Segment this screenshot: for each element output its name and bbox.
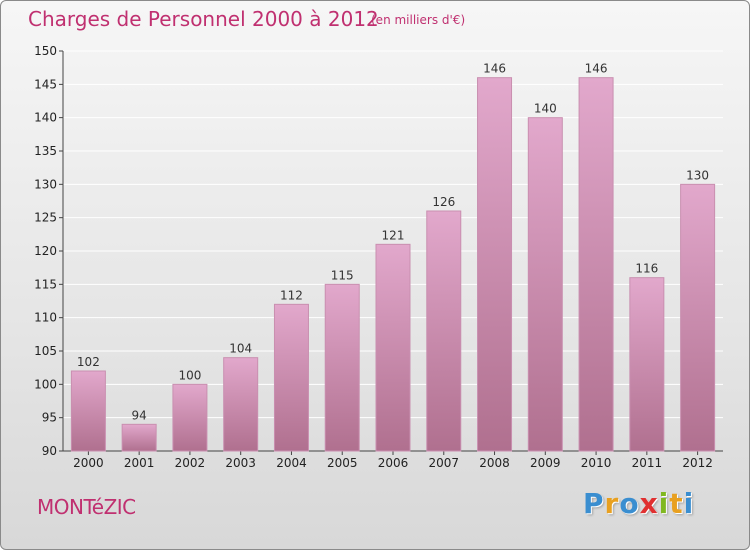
y-tick-label: 140	[34, 111, 57, 125]
x-tick-label-2009: 2009	[530, 456, 561, 470]
bars	[70, 77, 716, 452]
bar-2012	[680, 183, 716, 452]
logo-letter: i	[683, 487, 695, 520]
bar-2011	[629, 277, 665, 452]
bar-2002	[172, 383, 208, 452]
x-tick-label-2007: 2007	[428, 456, 459, 470]
y-tick-label: 95	[42, 411, 57, 425]
bar-2009	[527, 117, 563, 452]
commune-name: MONTéZIC	[37, 495, 136, 519]
logo-letter: x	[639, 487, 659, 520]
x-tick-label-2008: 2008	[479, 456, 510, 470]
y-tick-label: 150	[34, 44, 57, 58]
x-tick-label-2005: 2005	[327, 456, 358, 470]
data-label-2004: 112	[280, 288, 303, 302]
bar-2005	[324, 283, 360, 452]
data-label-2012: 130	[686, 168, 709, 182]
x-tick-label-2010: 2010	[581, 456, 612, 470]
bar-2001	[121, 423, 157, 452]
data-label-2009: 140	[534, 102, 557, 116]
bar-2003	[223, 357, 259, 452]
x-tick-label-2004: 2004	[276, 456, 307, 470]
data-label-2011: 116	[635, 262, 658, 276]
logo-letter: r	[604, 487, 620, 520]
bar-2000	[70, 370, 106, 452]
logo-letter: t	[669, 487, 684, 520]
logo-letter: o	[619, 487, 640, 520]
data-label-2006: 121	[382, 228, 405, 242]
data-label-2007: 126	[432, 195, 455, 209]
logo-letter: P	[583, 487, 605, 520]
proxiti-logo: Proxiti	[583, 487, 694, 520]
data-label-2008: 146	[483, 62, 506, 76]
y-tick-label: 120	[34, 244, 57, 258]
x-tick-label-2006: 2006	[378, 456, 409, 470]
bar-2004	[273, 303, 309, 452]
y-tick-label: 90	[42, 444, 57, 458]
data-label-2002: 100	[178, 368, 201, 382]
y-tick-label: 130	[34, 177, 57, 191]
labels: 90 95 100 105 110 115 120 125 130 135 140 145 150 102…	[34, 44, 713, 470]
chart-title: Charges de Personnel 2000 à 2012	[28, 7, 379, 31]
bar-2008	[477, 77, 513, 452]
x-tick-label-2011: 2011	[632, 456, 663, 470]
y-tick-label: 105	[34, 344, 57, 358]
data-label-2010: 146	[585, 62, 608, 76]
chart-subtitle: (en milliers d'€)	[371, 13, 466, 27]
y-tick-label: 145	[34, 77, 57, 91]
data-label-2005: 115	[331, 268, 354, 282]
data-label-2000: 102	[77, 355, 100, 369]
logo-letter: i	[658, 487, 670, 520]
x-tick-label-2002: 2002	[175, 456, 206, 470]
data-label-2001: 94	[132, 408, 147, 422]
data-label-2003: 104	[229, 342, 252, 356]
y-tick-label: 125	[34, 211, 57, 225]
x-tick-label-2012: 2012	[682, 456, 713, 470]
x-tick-label-2001: 2001	[124, 456, 155, 470]
y-tick-label: 115	[34, 277, 57, 291]
y-tick-label: 135	[34, 144, 57, 158]
y-tick-label: 100	[34, 377, 57, 391]
x-tick-label-2000: 2000	[73, 456, 104, 470]
bar-2007	[426, 210, 462, 452]
bar-2006	[375, 243, 411, 452]
x-tick-label-2003: 2003	[225, 456, 256, 470]
y-tick-label: 110	[34, 311, 57, 325]
bar-2010	[578, 77, 614, 452]
